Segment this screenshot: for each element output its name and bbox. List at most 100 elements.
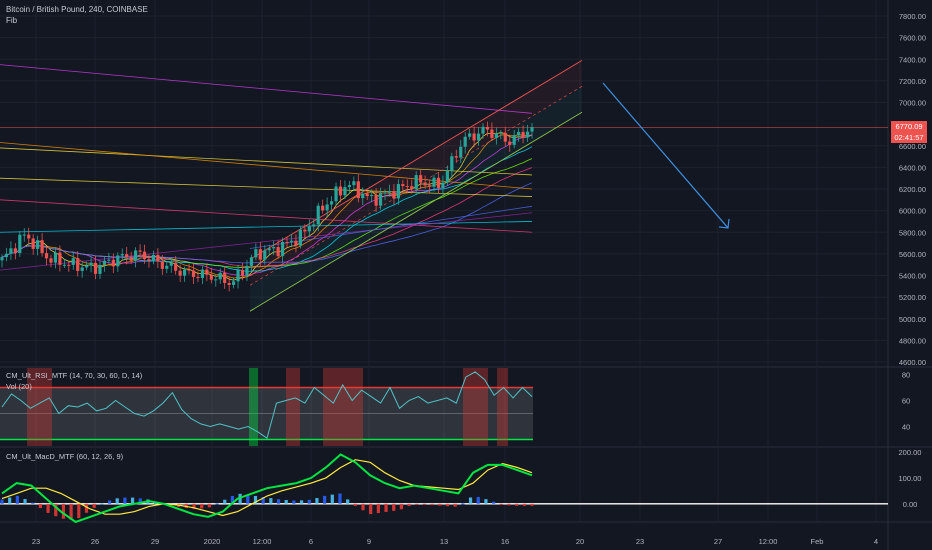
price-tick-label: 6000.00 [899, 207, 926, 216]
macd-histogram-bar [238, 493, 242, 504]
candle-body [387, 191, 392, 193]
macd-signal-line [1, 459, 533, 517]
candle-body [334, 186, 338, 202]
candle-body [183, 269, 187, 276]
candle-body [93, 262, 98, 274]
candle-body [276, 247, 280, 257]
candle-body [365, 193, 369, 197]
macd-histogram-bar [522, 503, 526, 506]
axes: 4600.004800.005000.005200.005400.005600.… [32, 12, 926, 546]
macd-histogram-bar [69, 503, 73, 520]
candle-body [517, 131, 521, 136]
macd-histogram-bar [453, 503, 457, 507]
rsi-tick-label: 40 [902, 423, 910, 432]
candle-body [53, 252, 58, 263]
candle-body [13, 248, 17, 254]
candle-body [218, 272, 222, 280]
price-tick-label: 7600.00 [899, 34, 926, 43]
candle-body [111, 259, 115, 267]
macd-tick-label: 0.00 [903, 500, 918, 509]
candle-body [245, 265, 249, 276]
macd-histogram-bar [253, 495, 258, 504]
projection-arrow-shaft [602, 82, 729, 229]
macd-histogram-bar [353, 503, 357, 506]
candle-body [44, 253, 49, 259]
price-tick-label: 4600.00 [899, 358, 926, 367]
candle-body [160, 261, 164, 269]
macd-histogram-bar [61, 503, 66, 519]
price-tick-label: 5800.00 [899, 228, 926, 237]
candle-body [289, 240, 294, 243]
candle-body [80, 267, 84, 271]
channel-upper-line [249, 59, 583, 260]
candle-body [459, 146, 463, 158]
candle-body [312, 224, 316, 227]
macd-indicator-label: CM_Ult_MacD_MTF (60, 12, 26, 9) [6, 452, 124, 461]
macd-histogram-bar [346, 499, 350, 504]
trend-line [0, 199, 533, 233]
price-tick-label: 5600.00 [899, 250, 926, 259]
candle-body [129, 257, 133, 261]
candle-body [107, 259, 111, 261]
macd-histogram-bar [530, 503, 534, 506]
rsi-tick-label: 80 [902, 371, 910, 380]
macd-histogram-bar [46, 503, 50, 513]
candle-body [476, 133, 481, 141]
candle-body [76, 258, 80, 271]
time-tick-label: 13 [440, 537, 448, 546]
candle-body [338, 186, 343, 196]
macd-histogram-bar [292, 500, 296, 504]
rsi-overbought-zone [323, 368, 363, 446]
macd-histogram-bar [315, 498, 319, 504]
channel-lower-line [249, 111, 583, 312]
candles [0, 121, 534, 292]
rsi-oversold-zone [249, 368, 258, 446]
fib-overlay-label: Fib [6, 16, 18, 25]
macd-histogram-bar [107, 500, 112, 504]
price-tick-label: 5000.00 [899, 315, 926, 324]
price-tick-label: 7400.00 [899, 55, 926, 64]
price-tick-label: 6200.00 [899, 185, 926, 194]
candle-body [361, 193, 365, 199]
candle-body [347, 185, 351, 188]
candle-body [116, 255, 120, 267]
candle-body [410, 186, 414, 190]
countdown-tag: 02:41:57 [891, 132, 927, 143]
macd-histogram-bar [230, 495, 235, 504]
candle-body [401, 184, 405, 187]
candle-body [285, 241, 289, 243]
candle-body [378, 193, 383, 206]
candle-body [356, 181, 360, 199]
candle-body [187, 269, 191, 271]
macd-histogram-bar [376, 503, 380, 514]
macd-histogram-bar [323, 495, 327, 504]
candle-body [419, 175, 423, 183]
candle-body [436, 177, 441, 188]
price-tick-label: 6400.00 [899, 163, 926, 172]
candle-body [102, 260, 107, 265]
trend-line [0, 147, 533, 176]
macd-histogram-bar [77, 503, 81, 519]
macd-histogram-bar [200, 503, 204, 509]
rsi-panel [0, 368, 533, 446]
macd-histogram-bar [54, 503, 58, 517]
macd-histogram-bar [430, 503, 434, 506]
price-tick-label: 5400.00 [899, 272, 926, 281]
candle-body [405, 186, 409, 188]
macd-histogram-bar [422, 503, 427, 505]
candle-body [254, 249, 258, 258]
candle-body [280, 241, 285, 257]
candle-body [267, 248, 271, 251]
candle-body [31, 238, 35, 249]
candle-body [62, 264, 66, 266]
macd-histogram-bar [207, 503, 211, 508]
macd-histogram-bar [269, 498, 273, 504]
candle-body [525, 131, 530, 138]
rsi-overbought-zone [27, 368, 52, 446]
time-tick-label: 4 [874, 537, 878, 546]
candle-body [71, 258, 75, 265]
candle-body [36, 240, 40, 249]
time-tick-label: 2020 [204, 537, 221, 546]
